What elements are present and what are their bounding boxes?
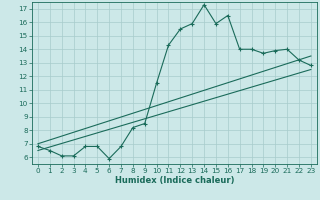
X-axis label: Humidex (Indice chaleur): Humidex (Indice chaleur) (115, 176, 234, 185)
